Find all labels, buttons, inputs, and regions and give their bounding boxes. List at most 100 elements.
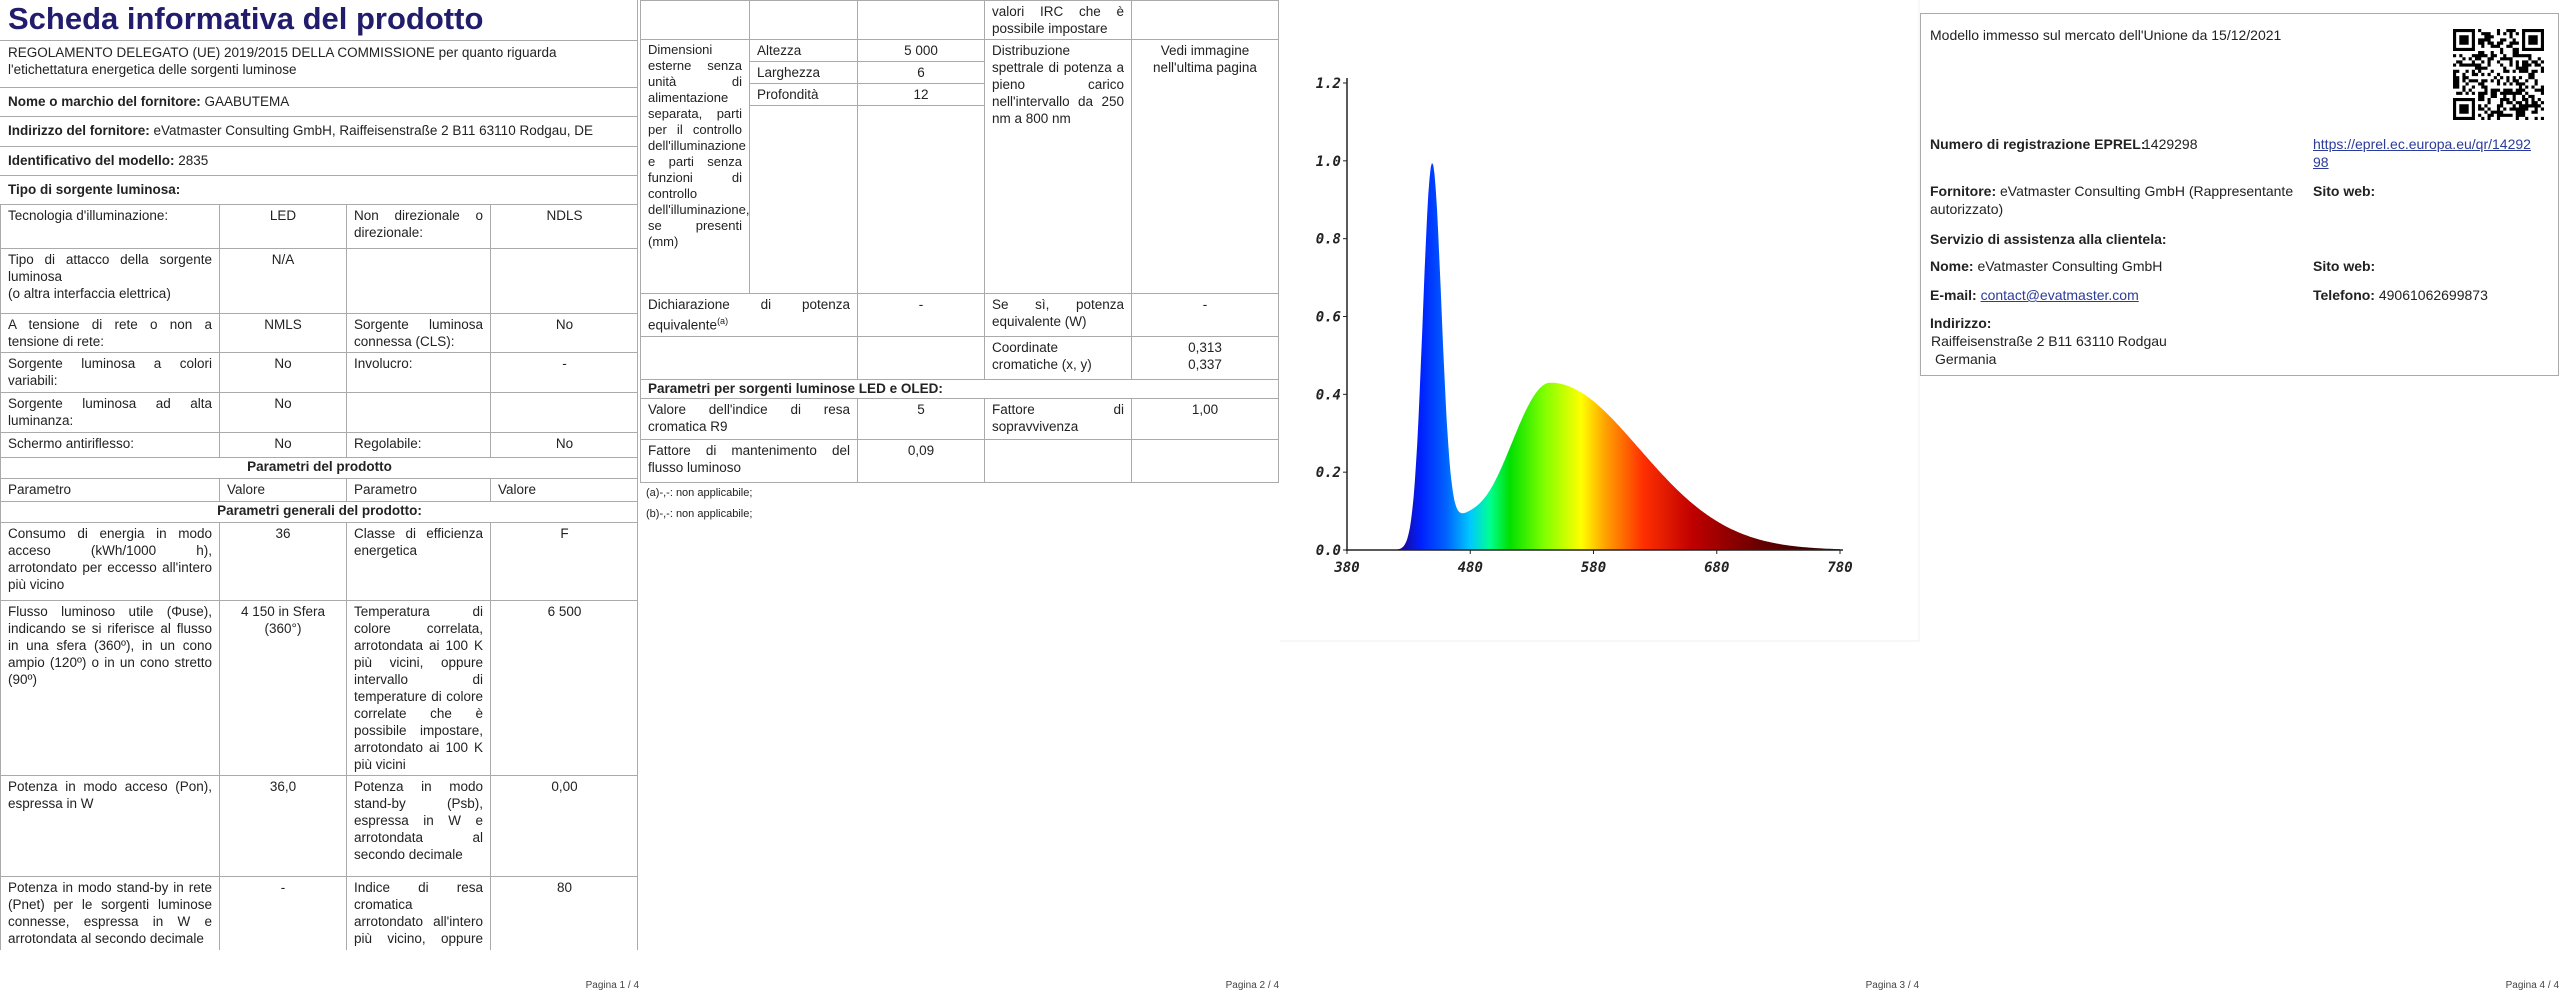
cell: Potenza in modo acceso (Pon), espressa i… — [0, 775, 220, 877]
product-table: Tecnologia d'illuminazione: LED Non direzi… — [0, 204, 637, 950]
cell: 4 150 in Sfera (360°) — [219, 600, 347, 776]
cell: 5 000 — [857, 39, 985, 62]
cell: 0,00 — [490, 775, 637, 877]
page-footer: Pagina 3 / 4 — [1865, 980, 1919, 991]
cell: Regolabile: — [346, 432, 491, 458]
cell: Tipo di attacco della sorgente luminosa … — [0, 248, 220, 314]
page-2: valori IRC che è possibile impostare Dim… — [640, 0, 1279, 525]
regulation: REGOLAMENTO DELEGATO (UE) 2019/2015 DELL… — [0, 41, 637, 88]
y-tick-label: 0.4 — [1316, 387, 1341, 403]
section-title: Parametri del prodotto — [0, 457, 637, 479]
cell: Schermo antiriflesso: — [0, 432, 220, 458]
row: Sorgente luminosa ad alta luminanza: No — [0, 392, 637, 433]
cell: Coordinate cromatiche (x, y) — [984, 335, 1132, 380]
cell: N/A — [219, 248, 347, 314]
cell: - — [219, 876, 347, 950]
cell: Involucro: — [346, 352, 491, 393]
page-footer: Pagina 2 / 4 — [1225, 980, 1279, 991]
cell — [984, 438, 1132, 483]
product-table-continued: valori IRC che è possibile impostare Dim… — [640, 0, 1279, 483]
section-title: Servizio di assistenza alla clientela: — [1930, 231, 2167, 247]
cell — [1131, 438, 1279, 483]
cell: Valore dell'indice di resa cromatica R9 — [640, 397, 858, 440]
cell — [346, 248, 491, 314]
row: Potenza in modo acceso (Pon), espressa i… — [0, 775, 637, 877]
address-line: Germania — [1935, 351, 1997, 367]
value: eVatmaster Consulting GmbH (Rappresentan… — [1930, 183, 2294, 217]
cell — [640, 0, 750, 40]
cell: Se sì, potenza equivalente (W) — [984, 293, 1132, 337]
row: Sorgente luminosa a colori variabili: No I… — [0, 352, 637, 393]
cell — [857, 105, 985, 294]
cell — [346, 392, 491, 433]
cell: F — [490, 522, 637, 601]
cell: valori IRC che è possibile impostare — [984, 0, 1132, 40]
value: eVatmaster Consulting GmbH, Raiffeisenst… — [153, 123, 593, 138]
y-tick-label: 0.8 — [1316, 232, 1341, 248]
cell: Profondità — [749, 83, 858, 106]
row: Parametro Valore Parametro Valore — [0, 478, 637, 502]
qr-code — [2453, 29, 2544, 120]
cell: Indice di resa cromatica arrotondato all… — [346, 876, 491, 950]
cell: Dichiarazione di potenza equivalente(a) — [640, 293, 858, 337]
cell: No — [490, 432, 637, 458]
cell: Larghezza — [749, 61, 858, 84]
cell: Vedi immagine nell'ultima pagina — [1131, 39, 1279, 294]
eprel-link[interactable]: https://eprel.ec.europa.eu/qr/1429298 — [2313, 136, 2531, 170]
row: Tecnologia d'illuminazione: LED Non direzi… — [0, 204, 637, 249]
label: Dichiarazione di potenza equivalente — [648, 297, 850, 333]
note: (a) — [717, 316, 729, 326]
label: Tipo di sorgente luminosa: — [8, 182, 181, 197]
cell: - — [857, 293, 985, 337]
phone: Telefono: 49061062699873 — [2313, 286, 2488, 304]
row: Consumo di energia in modo acceso (kWh/1… — [0, 522, 637, 601]
cell: 0,313 0,337 — [1131, 335, 1279, 380]
note: (a)-,-: non applicabile; — [646, 486, 753, 499]
source-type: Tipo di sorgente luminosa: — [0, 176, 637, 204]
page-footer: Pagina 4 / 4 — [2505, 980, 2559, 991]
cell: Dimensioni esterne senza unità di alimen… — [640, 39, 750, 294]
page-4-box: Modello immesso sul mercato dell'Unione … — [1920, 13, 2559, 376]
cell: 5 — [857, 397, 985, 440]
cell: NMLS — [219, 313, 347, 353]
cell: Sorgente luminosa connessa (CLS): — [346, 313, 491, 353]
cell — [749, 105, 858, 294]
cell: Sorgente luminosa ad alta luminanza: — [0, 392, 220, 433]
cell: Potenza in modo stand-by (Psb), espressa… — [346, 775, 491, 877]
row: Schermo antiriflesso: No Regolabile: No — [0, 432, 637, 458]
chromaticity-y: 0,337 — [1188, 356, 1222, 372]
cell: - — [490, 352, 637, 393]
section-title: Parametri per sorgenti luminose LED e OL… — [640, 378, 1279, 399]
cell: Tecnologia d'illuminazione: — [0, 204, 220, 249]
spectrum-chart: 0.0 0.2 0.4 0.6 0.8 1.0 1.2 380 480 580 680 780 — [1280, 0, 1920, 642]
notes: (a)-,-: non applicabile; (b)-,-: non app… — [640, 483, 1279, 525]
row: Parametri del prodotto — [0, 457, 637, 479]
y-tick-label: 0.6 — [1316, 310, 1341, 326]
y-tick-label: 1.0 — [1316, 154, 1341, 170]
section-title: Parametri generali del prodotto: — [0, 501, 637, 523]
email-link[interactable]: contact@evatmaster.com — [1980, 287, 2139, 303]
label: Numero di registrazione EPREL: — [1930, 136, 2146, 152]
label: Fornitore: — [1930, 183, 1997, 199]
row: Tipo di attacco della sorgente luminosa … — [0, 248, 637, 314]
label: Sito web: — [2313, 183, 2376, 199]
x-tick-label: 380 — [1333, 560, 1359, 576]
model: Identificativo del modello: 2835 — [0, 147, 637, 176]
value: GAABUTEMA — [204, 94, 290, 109]
label: Nome: — [1930, 258, 1974, 274]
y-tick-label: 1.2 — [1316, 76, 1341, 92]
cell: A tensione di rete o non a tensione di r… — [0, 313, 220, 353]
cell: Fattore di sopravvivenza — [984, 397, 1132, 440]
cell: No — [219, 392, 347, 433]
y-tick-label: 0.0 — [1316, 543, 1341, 559]
spectrum-curve — [1347, 162, 1840, 551]
value: 49061062699873 — [2378, 287, 2488, 303]
cell: 80 — [490, 876, 637, 950]
cell: No — [490, 313, 637, 353]
cell: 6 500 — [490, 600, 637, 776]
email: E-mail: contact@evatmaster.com — [1930, 286, 2139, 304]
value: 2835 — [178, 153, 209, 168]
qr-modules — [2453, 29, 2544, 120]
contact-name: Nome: eVatmaster Consulting GmbH — [1930, 257, 2162, 275]
